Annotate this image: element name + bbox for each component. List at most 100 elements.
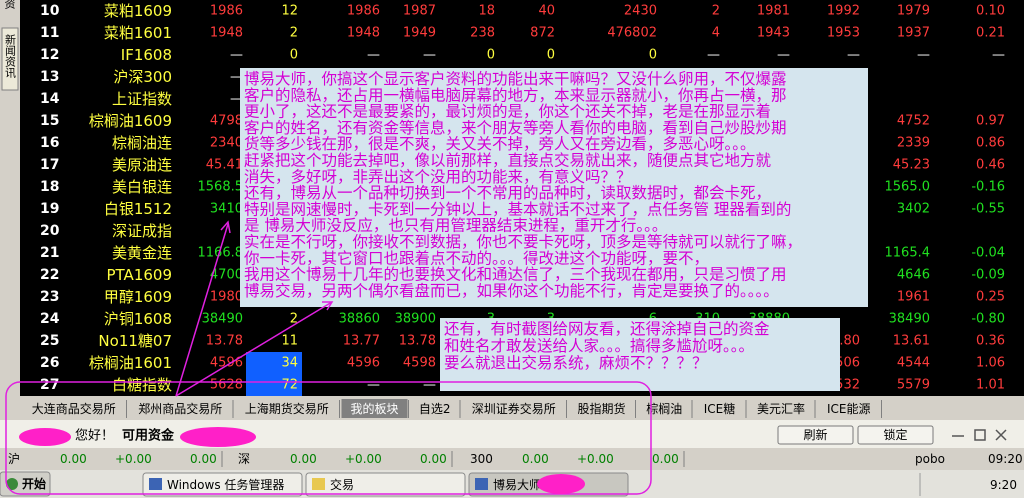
table-cell: 12 [281,4,298,19]
tab[interactable]: 股指期货 [577,401,625,416]
table-cell: 1979 [897,4,930,19]
table-cell: — [230,92,243,107]
window-control[interactable] [995,429,1007,441]
table-cell: 1949 [403,26,436,41]
table-cell: — [230,70,243,85]
annotation-line: 赶紧把这个功能去掉吧，像以前那样，直接点交易就出来，随便点其它地方就 [244,152,772,170]
row-name: 美白银连 [112,178,172,196]
row-index: 27 [40,377,59,393]
sidebar-tab-box [1,27,19,91]
table-cell: 4596 [347,356,380,371]
cell-highlight [246,352,302,374]
arrow-line [175,301,333,397]
tab[interactable]: 自选2 [419,402,451,416]
table-cell: — [707,48,720,63]
table-cell: — [423,48,436,63]
tab[interactable]: ICE能源 [827,402,871,416]
task-label[interactable]: 交易 [330,477,354,492]
table-cell: 13.77 [343,334,380,349]
row-name: 沪铜1608 [104,310,172,328]
annotation-line: 还有，博易从一个品种切换到一个不常用的品种时，读取数据时，都会卡死， [244,184,771,202]
table-cell: 5579 [897,378,930,393]
market-name: 沪 [8,452,20,466]
table-cell: 2 [290,312,298,327]
annotation-line: 更小了，这还不是最要紧的，最讨烦的是，你这个还关不掉，老是在那显示着 [244,103,771,121]
task-label[interactable]: 博易大师 [493,477,541,492]
tab[interactable]: 上海期货交易所 [245,401,329,416]
sidebar-tab: 新闻资讯 [4,33,17,79]
table-cell: 38860 [339,312,380,327]
table-cell: -0.16 [971,180,1005,195]
table-cell: 13.61 [893,334,930,349]
tab[interactable]: 我的板块 [350,401,398,416]
start-label[interactable]: 开始 [22,476,46,491]
row-name: 菜粕1601 [104,24,172,42]
tab[interactable]: ICE糖 [704,401,736,416]
table-cell: 2 [712,4,720,19]
start-button[interactable] [0,471,51,497]
table-cell: 238 [470,26,495,41]
table-cell: -0.80 [971,312,1005,327]
table-cell: 1986 [210,4,243,19]
row-index: 18 [40,179,59,195]
tab[interactable]: 大连商品交易所 [32,401,116,416]
button-label[interactable]: 锁定 [883,427,907,442]
row-index: 13 [40,69,59,85]
annotation-line: 客户的姓名，还有资金等信息，来个朋友等旁人看你的电脑，看到自己炒股炒期 [244,119,787,137]
table-cell: 0 [547,48,555,63]
table-cell: — [230,48,243,63]
market-name: 深 [238,452,250,466]
row-index: 24 [40,311,60,327]
table-cell: 0 [290,48,298,63]
row-name: 菜粕1609 [104,2,172,20]
row-name: 白糖指数 [112,376,172,394]
cell-highlight [246,374,302,396]
table-cell: -0.04 [971,246,1005,261]
tab[interactable]: 深圳证券交易所 [472,401,556,416]
table-cell: — [423,378,436,393]
button-label[interactable]: 刷新 [803,427,827,442]
table-cell: 1943 [757,26,790,41]
annotation-line: 你一卡死，其它窗口也跟着点不动的。。。得改进这个功能呀，要不， [244,249,709,267]
table-cell: 0.97 [976,114,1005,129]
market-value: +0.00 [115,452,152,466]
task-label[interactable]: Windows 任务管理器 [167,477,284,492]
table-cell: 1565.0 [885,180,931,195]
annotation-line: 客户的隐私，还占用一横幅电脑屏幕的地方，本来显示器就小，你再占一横，那 [244,86,787,104]
table-cell: 1937 [897,26,930,41]
task-button[interactable] [142,472,303,497]
button[interactable] [857,425,934,445]
row-name: 棕榈油1609 [89,112,172,130]
clock: 9:20 [990,478,1017,492]
tab[interactable]: 美元汇率 [757,401,805,416]
window-control[interactable] [974,429,986,441]
table-cell: — [992,48,1005,63]
table-cell: 1165.4 [885,246,931,261]
row-index: 21 [40,245,59,261]
tab[interactable]: 郑州商品交易所 [138,401,222,416]
table-cell: 2339 [897,136,930,151]
task-button[interactable] [305,472,466,497]
tab[interactable]: 棕榈油 [646,401,682,416]
row-name: 美原油连 [112,156,172,174]
button[interactable] [777,425,854,445]
row-index: 26 [40,355,59,371]
table-cell: 3410 [210,202,243,217]
tabs: 大连商品交易所 郑州商品交易所 上海期货交易所 我的板块 自选2 深圳证券交易所 股指期货 棕… [32,399,882,418]
table-cell: 38490 [202,312,243,327]
annotation-line: 博易大师，你搞这个显示客户资料的功能出来干嘛吗？又没什么卵用，不仅爆露 [244,69,787,88]
arrow-line [175,223,229,397]
table-cell: 1987 [403,4,436,19]
row-index: 22 [40,267,59,283]
table-cell: 13.78 [206,334,243,349]
row-index: 12 [40,47,59,63]
brand: pobo [915,452,945,466]
table-cell: 1948 [210,26,243,41]
table-cell: 1.06 [976,356,1005,371]
annotation-line: 和姓名才敢发送给人家。。。搞得多尴尬呀。。。 [444,337,754,355]
table-cell: 5628 [210,378,243,393]
annotation-line: 是 博易大师没反应，也只有用管理器结束进程，重开才行。。。 [244,216,667,235]
row-name: 深证成指 [112,222,172,240]
table-cell: 1948 [347,26,380,41]
task-icon [149,478,162,490]
